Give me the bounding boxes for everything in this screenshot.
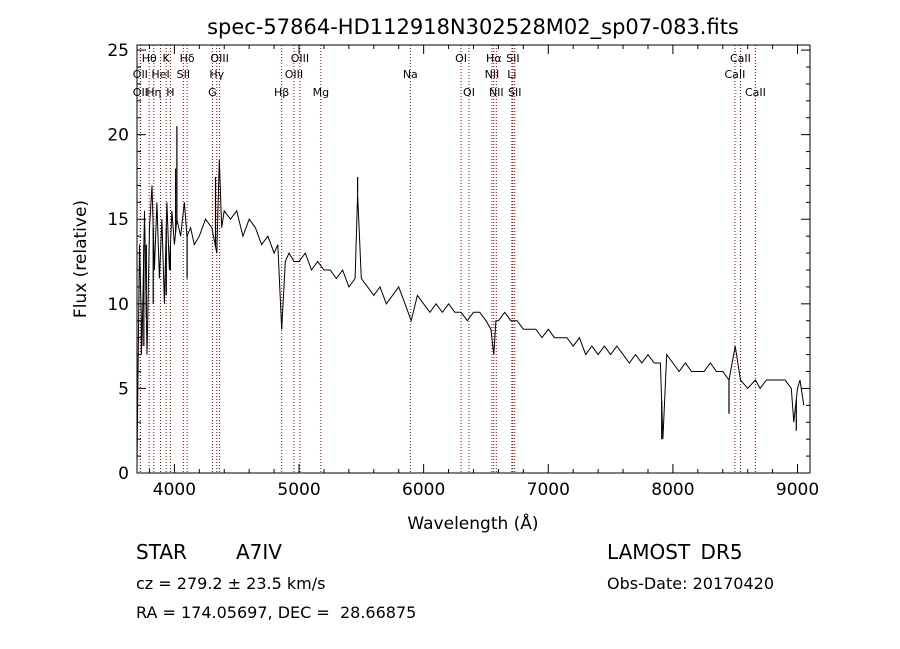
spectrum-spikes (140, 126, 797, 440)
line-label-8: SII (177, 68, 190, 81)
y-tick-label-4: 20 (107, 126, 129, 146)
line-label-9: OIII (210, 52, 228, 65)
line-label-14: OIII (285, 68, 303, 81)
line-label-20: NII (485, 68, 500, 81)
plot-frame (136, 44, 811, 474)
y-axis-ticks: 0 5 10 15 20 25 (107, 41, 810, 484)
observation-date: Obs-Date: 20170420 (607, 574, 775, 593)
line-label-25: CaII (730, 52, 751, 65)
line-label-1: OII (133, 68, 148, 81)
line-label-16: Na (403, 68, 418, 81)
x-tick-label-5: 9000 (776, 480, 819, 500)
x-axis-label: Wavelength (Å) (407, 512, 538, 534)
line-label-6: H (166, 86, 174, 99)
survey-name: LAMOST DR5 (607, 540, 743, 564)
y-tick-label-0: 0 (118, 464, 129, 484)
line-label-19: Hα (486, 52, 502, 65)
line-label-0: Hθ (142, 52, 157, 65)
object-type: STAR (136, 540, 187, 564)
redshift-velocity: cz = 279.2 ± 23.5 km/s (136, 574, 326, 593)
line-label-17: OI (455, 52, 467, 65)
line-label-15: Mg (313, 86, 329, 99)
x-tick-label-2: 6000 (402, 480, 445, 500)
line-label-21: NII (489, 86, 504, 99)
line-label-26: CaII (725, 68, 746, 81)
line-label-13: OIII (291, 52, 309, 65)
line-label-27: CaII (745, 86, 766, 99)
x-axis-ticks: 4000 5000 6000 7000 8000 9000 (148, 45, 819, 500)
y-tick-label-2: 10 (107, 295, 129, 315)
y-axis-label: Flux (relative) (71, 200, 91, 318)
y-tick-label-1: 5 (118, 379, 129, 399)
x-tick-label-0: 4000 (153, 480, 196, 500)
line-label-23: Li (507, 68, 516, 81)
line-label-18: OI (463, 86, 475, 99)
line-label-22: SII (506, 52, 519, 65)
line-label-4: K (163, 52, 171, 65)
line-label-11: G (208, 86, 217, 99)
y-tick-label-5: 25 (107, 41, 129, 61)
coordinates: RA = 174.05697, DEC = 28.66875 (136, 603, 417, 622)
line-label-3: Hη (146, 86, 161, 99)
y-tick-label-3: 15 (107, 210, 129, 230)
chart-title: spec-57864-HD112918N302528M02_sp07-083.f… (207, 15, 739, 40)
line-label-10: Hγ (209, 68, 224, 81)
line-label-24: SII (508, 86, 521, 99)
line-label-12: Hβ (274, 86, 289, 99)
line-label-5: HeI (151, 68, 169, 81)
x-tick-label-1: 5000 (277, 480, 320, 500)
spectrum-line (136, 159, 805, 465)
spectral-line-markers (139, 45, 756, 473)
spectral-subclass: A7IV (236, 540, 282, 564)
line-label-7: Hδ (180, 52, 195, 65)
x-tick-label-4: 8000 (651, 480, 694, 500)
x-tick-label-3: 7000 (527, 480, 570, 500)
